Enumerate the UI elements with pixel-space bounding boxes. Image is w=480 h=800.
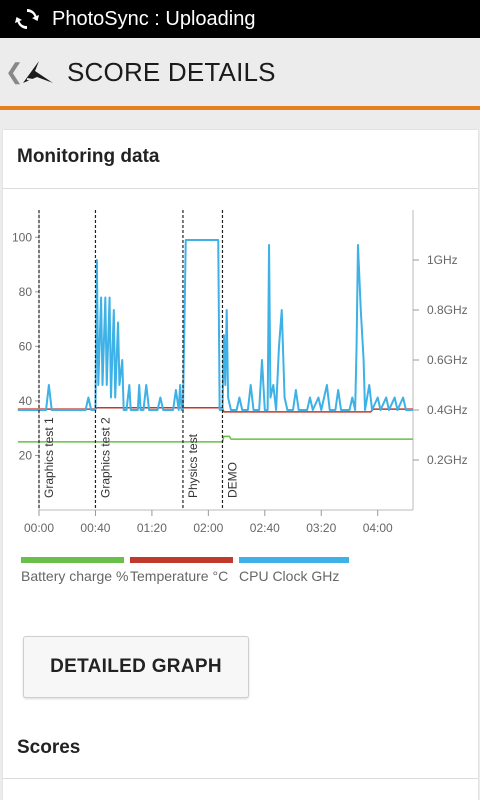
chart-tick-label-right: 0.8GHz [427, 303, 468, 317]
chart-tick-label-left: 100 [12, 230, 32, 244]
chart-tick-label-x: 00:00 [24, 521, 54, 535]
legend-label-cpu: CPU Clock GHz [239, 568, 340, 584]
chart-marker-label: DEMO [225, 462, 239, 498]
monitoring-title: Monitoring data [17, 146, 160, 167]
divider [3, 188, 478, 189]
chart-tick-label-x: 01:20 [137, 521, 167, 535]
legend-battery: Battery charge % [21, 557, 131, 586]
chart-tick-label-x: 00:40 [80, 521, 110, 535]
legend-label-battery: Battery charge % [21, 568, 129, 584]
legend-swatch-cpu [239, 557, 349, 563]
chart-series-battery [17, 435, 413, 443]
chart-marker-label: Physics test [186, 433, 200, 498]
sync-icon [15, 9, 39, 29]
chart-tick-label-x: 02:00 [193, 521, 223, 535]
chart-tick-label-left: 20 [19, 448, 33, 462]
legend-temperature: Temperature °C [130, 557, 240, 586]
scores-title: Scores [17, 737, 81, 758]
divider [3, 778, 478, 779]
chart-tick-label-x: 03:20 [306, 521, 336, 535]
status-title: PhotoSync : Uploading [52, 7, 256, 30]
chart-tick-label-right: 1GHz [427, 253, 458, 267]
chart-tick-label-x: 04:00 [363, 521, 393, 535]
legend-swatch-temperature [130, 557, 233, 563]
accent-divider [0, 106, 480, 110]
chart-tick-label-x: 02:40 [250, 521, 280, 535]
monitoring-card: Monitoring data 20 40 60 80 100 0.2GHz 0.4GHz 0… [3, 130, 478, 800]
chart-tick-label-right: 0.6GHz [427, 353, 468, 367]
chart-marker-label: Graphics test 2 [98, 417, 112, 498]
detailed-graph-button[interactable]: DETAILED GRAPH [23, 636, 249, 698]
page-title: SCORE DETAILS [67, 56, 276, 87]
chart-tick-label-right: 0.2GHz [427, 453, 468, 467]
chevron-left-icon[interactable]: ❮ [5, 59, 24, 84]
legend-label-temperature: Temperature °C [130, 568, 229, 584]
monitoring-chart: 20 40 60 80 100 0.2GHz 0.4GHz 0.6GHz 0.8GHz 1GHz 0… [12, 210, 468, 535]
chart-marker-label: Graphics test 1 [42, 417, 56, 498]
app-bar: ❮ SCORE DETAILS [0, 38, 480, 106]
chart-tick-label-left: 40 [19, 394, 33, 408]
chart-tick-label-left: 80 [19, 285, 33, 299]
chart-series-cpu [17, 239, 413, 411]
chart-tick-label-left: 60 [19, 339, 33, 353]
3dmark-logo-icon[interactable] [21, 57, 55, 87]
chart-tick-label-right: 0.4GHz [427, 403, 468, 417]
legend-cpu: CPU Clock GHz [239, 557, 359, 586]
legend-swatch-battery [21, 557, 124, 563]
status-bar: PhotoSync : Uploading [0, 0, 480, 38]
